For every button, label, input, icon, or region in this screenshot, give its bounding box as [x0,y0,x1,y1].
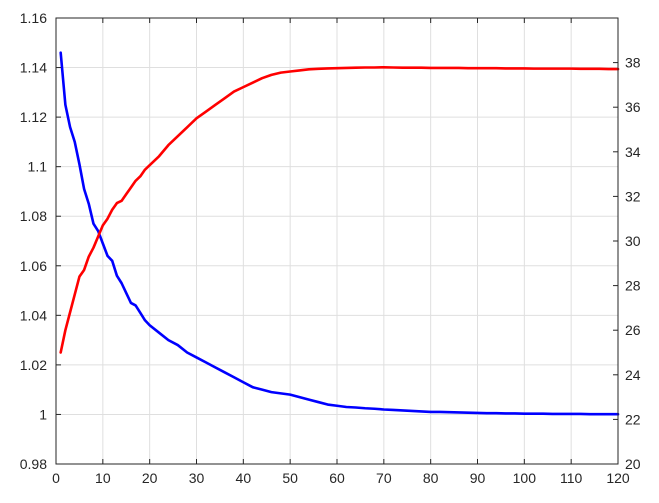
y-right-tick-label: 30 [625,233,641,249]
series-line-right-axis [59,65,620,354]
x-tick-label: 20 [142,470,158,486]
y-left-tick-label: 1.08 [20,208,47,224]
y-left-tick-label: 1.1 [28,159,48,175]
y-left-tick-label: 1.06 [20,258,47,274]
x-axis-ticks: 0 10 20 30 40 50 60 70 80 90 100 110 120 [52,18,630,486]
x-tick-label: 30 [189,470,205,486]
y-axis-left-ticks: 0.98 1 1.02 1.04 1.06 1.08 1.1 1.12 1.14 1.16 [20,10,61,472]
y-axis-right-ticks: 20 22 24 26 28 30 32 34 36 38 [613,55,641,472]
y-left-tick-label: 1.04 [20,307,47,323]
x-tick-label: 50 [282,470,298,486]
x-tick-label: 100 [513,470,537,486]
y-right-tick-label: 36 [625,99,641,115]
y-right-tick-label: 32 [625,188,641,204]
y-left-tick-label: 1.14 [20,60,47,76]
x-tick-label: 70 [376,470,392,486]
y-left-tick-label: 1.02 [20,357,47,373]
x-tick-label: 10 [95,470,111,486]
y-left-tick-label: 0.98 [20,456,47,472]
y-right-tick-label: 26 [625,322,641,338]
x-tick-label: 60 [329,470,345,486]
x-tick-label: 110 [560,470,583,486]
x-tick-label: 120 [606,470,630,486]
y-right-tick-label: 28 [625,278,641,294]
series-line-left-axis [59,51,620,416]
y-right-tick-label: 38 [625,55,641,71]
x-tick-label: 40 [236,470,252,486]
y-left-tick-label: 1 [39,406,47,422]
series-lines [59,51,620,416]
y-right-tick-label: 20 [625,456,641,472]
y-right-tick-label: 24 [625,367,641,383]
y-right-tick-label: 22 [625,411,641,427]
x-tick-label: 0 [52,470,60,486]
y-left-tick-label: 1.12 [20,109,47,125]
y-left-tick-label: 1.16 [20,10,47,26]
x-tick-label: 90 [470,470,486,486]
x-tick-label: 80 [423,470,439,486]
y-right-tick-label: 34 [625,144,641,160]
